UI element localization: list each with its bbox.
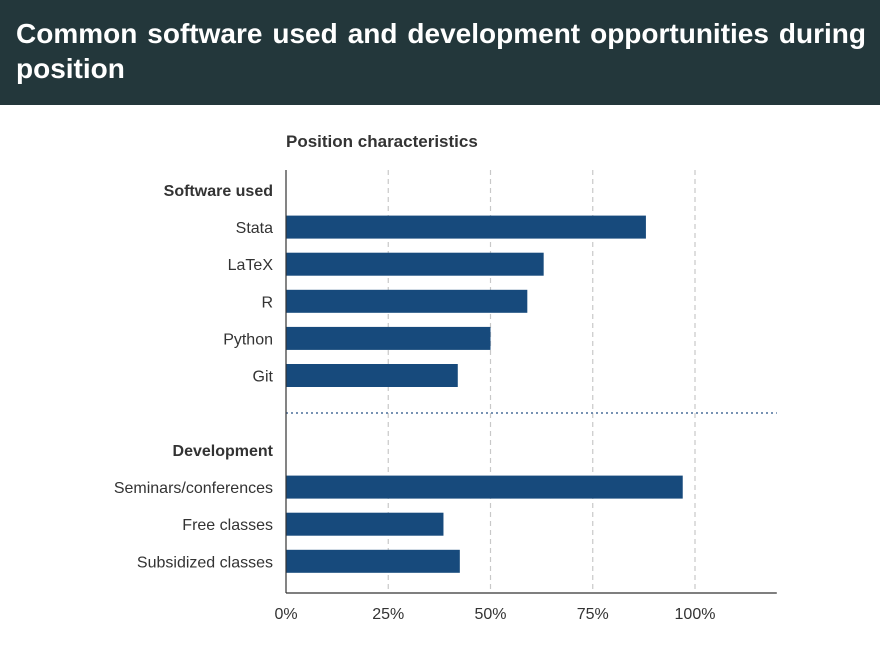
bar [286, 326, 491, 350]
title-banner: Common software used and development opp… [0, 0, 880, 105]
group-label: Software used [164, 183, 273, 200]
x-tick-label: 100% [675, 606, 716, 623]
bar [286, 252, 544, 276]
bar-chart: Position characteristics Software used St… [114, 132, 777, 623]
category-label: LaTeX [228, 257, 274, 274]
bar [286, 289, 528, 313]
category-label: Stata [236, 220, 273, 237]
chart-title: Position characteristics [286, 132, 478, 151]
x-tick-label: 25% [372, 606, 404, 623]
slide-title: Common software used and development opp… [16, 18, 866, 84]
category-label: Python [223, 331, 273, 348]
bar [286, 364, 458, 387]
category-labels: Software used Stata LaTeX R Python Git Develop… [114, 183, 274, 571]
category-label: Free classes [182, 517, 273, 534]
category-label: Subsidized classes [137, 554, 273, 571]
x-axis: 0% 25% 50% 75% 100% [274, 170, 777, 623]
category-label: Git [253, 369, 274, 386]
x-tick-label: 75% [577, 606, 609, 623]
category-label: R [261, 294, 273, 311]
bar [286, 475, 683, 499]
x-tick-label: 0% [274, 606, 297, 623]
chart-area: Position characteristics Software used St… [0, 105, 880, 665]
category-label: Seminars/conferences [114, 480, 273, 497]
bars [286, 215, 683, 573]
bar [286, 215, 646, 239]
x-tick-label: 50% [474, 606, 506, 623]
group-label: Development [173, 443, 274, 460]
bar [286, 512, 444, 536]
bar [286, 549, 460, 573]
